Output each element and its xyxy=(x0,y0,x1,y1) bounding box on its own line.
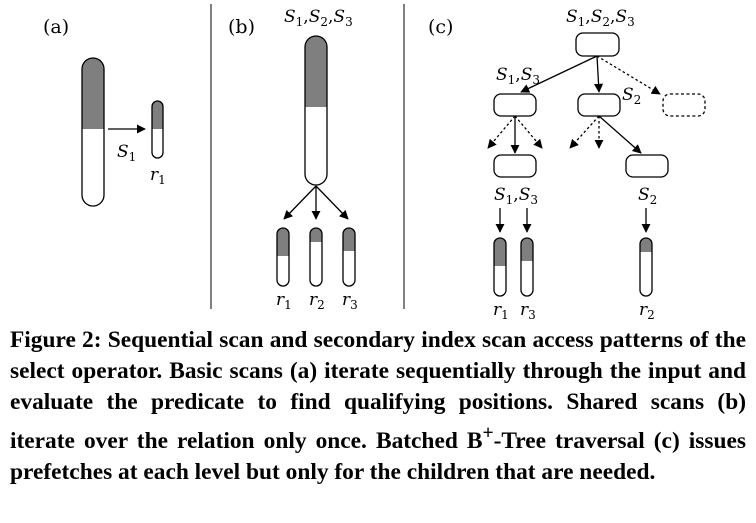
shared-scans-label: S1,S2,S3 xyxy=(284,7,353,29)
branch-arrow-r1 xyxy=(283,185,317,220)
btree-result-label-r1: r1 xyxy=(493,300,509,320)
btree-result-bar-r1 xyxy=(493,237,507,297)
btree-result-bar-r2 xyxy=(639,237,653,297)
btree-node-pruned xyxy=(662,93,706,117)
btree-leaf-left xyxy=(493,154,537,178)
btree-result-bar-r3 xyxy=(520,237,534,297)
edge-mid-dotted-1 xyxy=(569,115,600,149)
result-label-r1: r1 xyxy=(276,290,292,312)
result-label: r1 xyxy=(150,165,166,187)
result-bar-r1 xyxy=(276,227,290,287)
figure-caption: Figure 2: Sequential scan and secondary … xyxy=(10,325,746,488)
scan-patterns-diagram: (a) S1 r1 (b) S1,S2,S3 xyxy=(43,4,706,320)
caption-text-part1: Sequential scan and secondary index scan… xyxy=(10,327,746,454)
caption-figure-number: Figure 2: xyxy=(10,327,102,353)
btree-result-label-r3: r3 xyxy=(520,300,536,320)
btree-root-node xyxy=(575,32,620,57)
edge-mid-leaf xyxy=(598,115,642,154)
result-label-r2: r2 xyxy=(309,290,325,312)
panel-b-label: (b) xyxy=(228,16,255,38)
leaf-left-scans-label: S1,S3 xyxy=(494,185,538,207)
btree-result-label-r2: r2 xyxy=(639,300,655,320)
edge-root-middle xyxy=(594,55,604,93)
panel-c-label: (c) xyxy=(428,16,453,38)
btree-leaf-right xyxy=(625,154,669,178)
caption-superscript: + xyxy=(482,423,494,444)
result-bar xyxy=(151,100,164,159)
shared-relation-bar xyxy=(304,35,328,186)
leaf-right-scan-label: S2 xyxy=(638,185,657,207)
caption-text-part2: -Tree traversal (c) issues prefetches at… xyxy=(10,427,746,485)
panel-a-label: (a) xyxy=(43,16,69,38)
btree-node-left xyxy=(493,93,537,117)
result-bar-r3 xyxy=(342,227,356,287)
input-relation-bar xyxy=(81,57,105,207)
edge-left-dotted-1 xyxy=(487,115,516,149)
edge-root-pruned xyxy=(596,55,661,95)
left-node-scans-label: S1,S3 xyxy=(496,65,540,87)
edge-root-left xyxy=(520,55,598,93)
middle-node-scan-label: S2 xyxy=(622,85,641,107)
result-label-r3: r3 xyxy=(342,290,358,312)
root-scans-label: S1,S2,S3 xyxy=(566,7,635,29)
branch-arrow-r3 xyxy=(315,185,349,220)
result-bar-r2 xyxy=(309,227,323,287)
scan-label: S1 xyxy=(117,142,136,164)
edge-left-dotted-2 xyxy=(514,115,543,149)
btree-node-middle xyxy=(577,93,621,117)
